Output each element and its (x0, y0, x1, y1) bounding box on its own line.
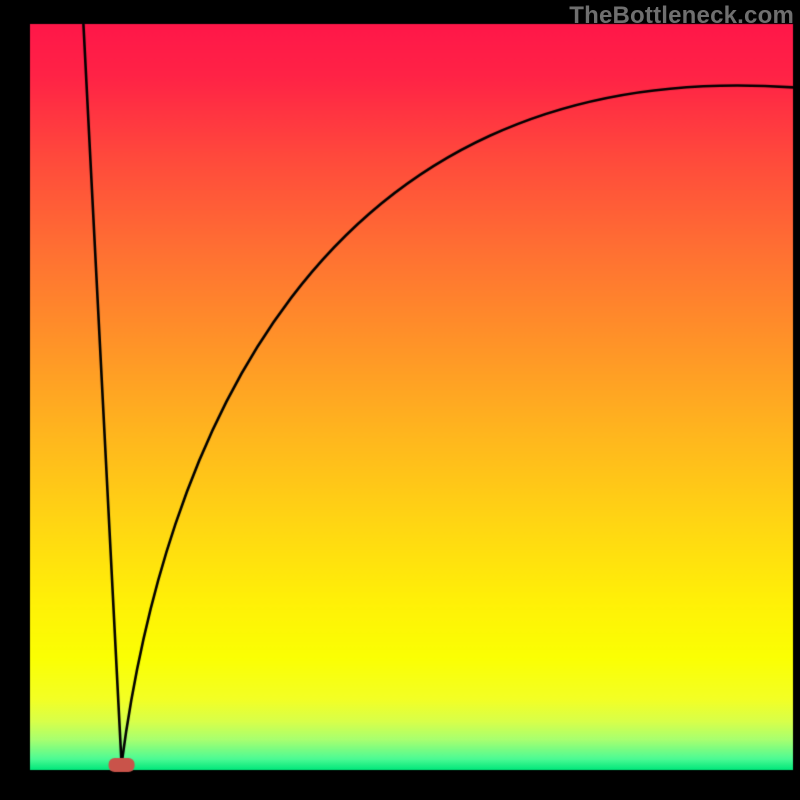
watermark-text: TheBottleneck.com (569, 0, 800, 30)
curve-overlay (0, 0, 800, 800)
chart-container: TheBottleneck.com (0, 0, 800, 800)
